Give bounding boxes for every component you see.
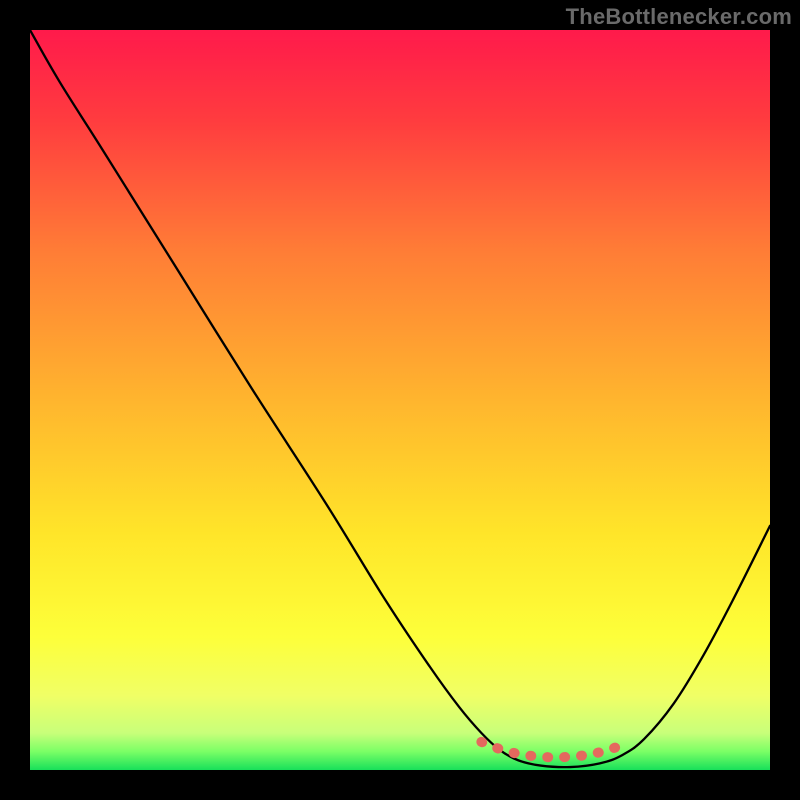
plot-area xyxy=(30,30,770,770)
gradient-background xyxy=(30,30,770,770)
chart-svg xyxy=(30,30,770,770)
watermark-text: TheBottlenecker.com xyxy=(566,4,792,30)
chart-frame: TheBottlenecker.com xyxy=(0,0,800,800)
